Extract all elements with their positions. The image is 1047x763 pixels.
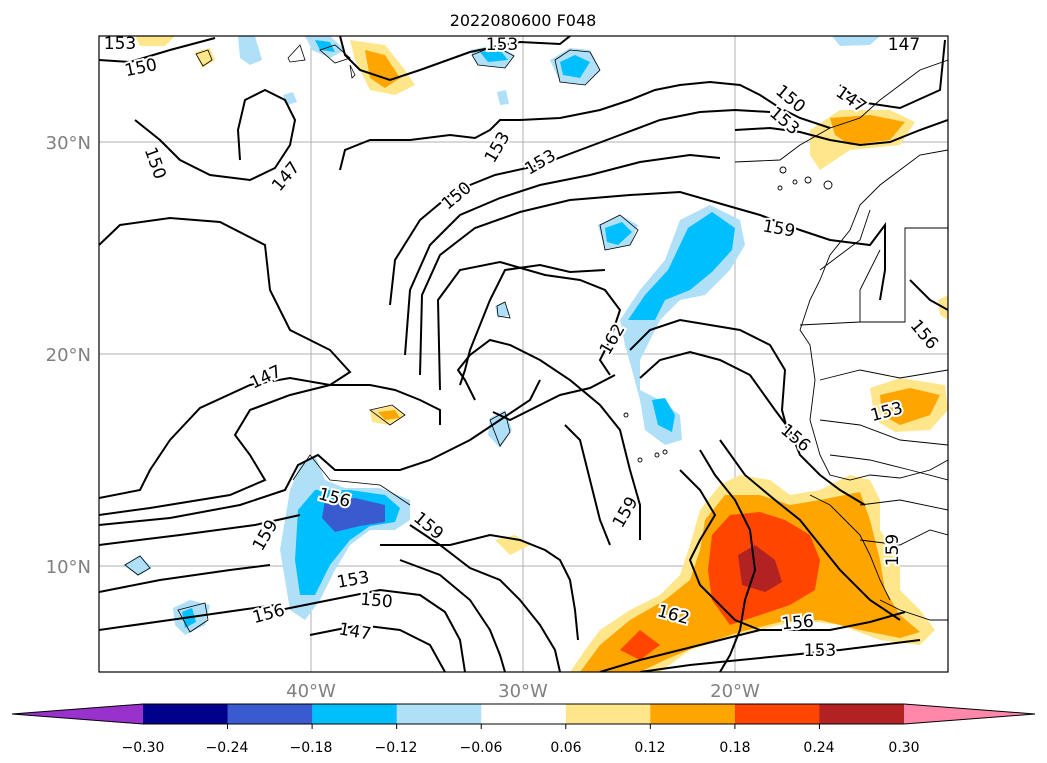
- colorbar-tick-label: 0.24: [803, 740, 834, 756]
- colorbar-segment: [396, 704, 482, 724]
- contour-label: 156: [781, 612, 815, 635]
- contour-label: 150: [359, 590, 393, 613]
- contour-label: 153: [804, 641, 836, 661]
- lon-label: 30°W: [498, 681, 548, 702]
- colorbar-tick-label: 0.06: [550, 740, 581, 756]
- colorbar-segment: [565, 704, 651, 724]
- colorbar-extend-max: [904, 704, 1035, 724]
- colorbar-segment: [734, 704, 820, 724]
- colorbar-tick-label: 0.30: [888, 740, 919, 756]
- coastlines: [623, 59, 948, 621]
- colorbar-tick-label: −0.18: [290, 740, 333, 756]
- contour-label: 153: [104, 34, 136, 54]
- contour-label: 153: [486, 35, 518, 55]
- colorbar-tick-label: −0.12: [375, 740, 418, 756]
- positive-anomaly-fills: [135, 36, 948, 672]
- lat-label: 30°N: [46, 133, 91, 154]
- colorbar-tick-label: −0.06: [460, 740, 503, 756]
- lat-label: 20°N: [46, 345, 91, 366]
- colorbar-tick-label: −0.24: [206, 740, 249, 756]
- height-contours: [99, 36, 948, 672]
- colorbar-extend-min: [12, 704, 143, 724]
- map-title: 2022080600 F048: [450, 11, 597, 30]
- colorbar-outline: [11, 703, 1036, 725]
- colorbar-tick-label: −0.30: [122, 740, 165, 756]
- colorbar-segment: [650, 704, 736, 724]
- colorbar: [11, 703, 1036, 729]
- colorbar-segment: [227, 704, 313, 724]
- lon-label: 40°W: [286, 681, 336, 702]
- map-frame: [98, 35, 949, 673]
- longitude-labels: 40°W 30°W 20°W: [286, 681, 760, 702]
- contour-label: 159: [883, 534, 903, 566]
- colorbar-segment: [312, 704, 398, 724]
- colorbar-tick-labels: −0.30 −0.24 −0.18 −0.12 −0.06 0.06 0.12 …: [122, 740, 920, 756]
- latitude-labels: 30°N 20°N 10°N: [46, 133, 91, 578]
- colorbar-tick-label: 0.12: [634, 740, 665, 756]
- map-area: 153 150 153 147 150 153 150 153 147 150 …: [99, 34, 948, 672]
- negative-anomaly-fills: [123, 36, 880, 635]
- anomaly-outlines: [124, 44, 639, 633]
- lon-label: 20°W: [710, 681, 760, 702]
- colorbar-segment: [143, 704, 229, 724]
- colorbar-tick-label: 0.18: [719, 740, 750, 756]
- colorbar-segment: [819, 704, 905, 724]
- colorbar-segment: [481, 704, 567, 724]
- lat-label: 10°N: [46, 557, 91, 578]
- contour-label: 147: [888, 35, 920, 55]
